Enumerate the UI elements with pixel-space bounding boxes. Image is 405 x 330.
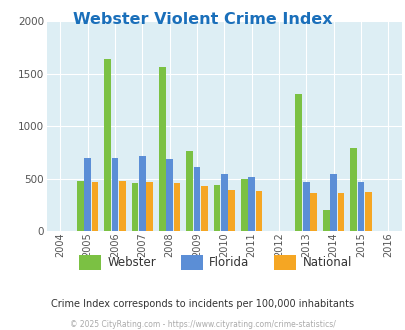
Bar	[173, 183, 180, 231]
Bar	[104, 59, 111, 231]
Bar	[200, 186, 207, 231]
Bar	[329, 175, 336, 231]
Bar	[295, 94, 302, 231]
Bar	[357, 182, 363, 231]
Bar	[302, 182, 309, 231]
Text: Crime Index corresponds to incidents per 100,000 inhabitants: Crime Index corresponds to incidents per…	[51, 299, 354, 309]
Bar	[84, 158, 91, 231]
Bar	[337, 193, 343, 231]
Bar	[247, 177, 254, 231]
Text: National: National	[302, 256, 351, 269]
Bar	[228, 190, 234, 231]
Bar	[186, 151, 192, 231]
Text: Florida: Florida	[209, 256, 249, 269]
Bar	[240, 179, 247, 231]
Bar	[139, 155, 145, 231]
Bar	[309, 193, 316, 231]
Bar	[111, 158, 118, 231]
Bar	[119, 181, 126, 231]
Bar	[322, 210, 329, 231]
Text: © 2025 CityRating.com - https://www.cityrating.com/crime-statistics/: © 2025 CityRating.com - https://www.city…	[70, 320, 335, 329]
Bar	[255, 191, 262, 231]
Bar	[77, 181, 83, 231]
Bar	[158, 67, 165, 231]
Text: Webster Violent Crime Index: Webster Violent Crime Index	[73, 12, 332, 26]
Bar	[349, 148, 356, 231]
Bar	[131, 183, 138, 231]
Bar	[220, 174, 227, 231]
Text: Webster: Webster	[107, 256, 156, 269]
Bar	[146, 182, 153, 231]
Bar	[213, 185, 220, 231]
Bar	[364, 192, 371, 231]
Bar	[166, 159, 173, 231]
Bar	[193, 167, 200, 231]
Bar	[92, 182, 98, 231]
